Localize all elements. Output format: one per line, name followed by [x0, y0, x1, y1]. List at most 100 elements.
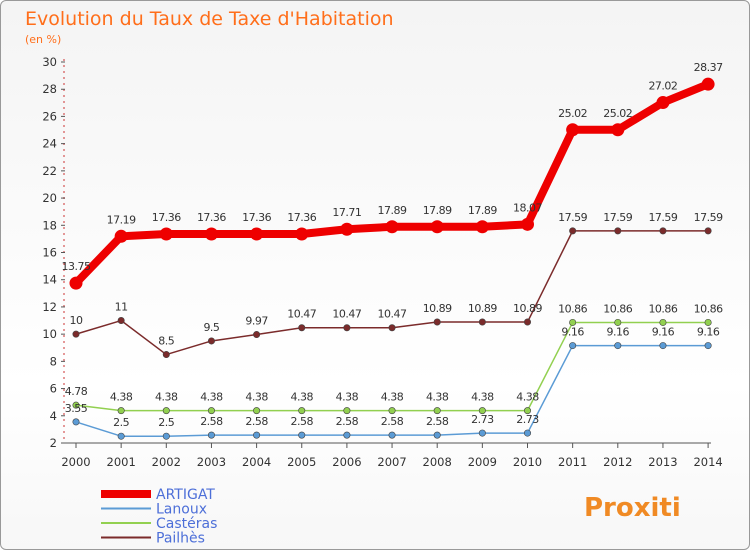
data-label: 4.38: [245, 391, 268, 404]
data-label: 17.19: [107, 213, 136, 226]
x-tick-label: 2007: [377, 455, 406, 469]
data-label: 4.78: [65, 385, 88, 398]
data-point: [117, 432, 125, 440]
data-point: [566, 123, 580, 137]
data-point: [659, 318, 667, 326]
data-point: [523, 407, 531, 415]
data-label: 9.97: [245, 315, 268, 328]
y-tick-label: 24: [42, 137, 57, 151]
data-label: 4.38: [381, 391, 404, 404]
data-label: 2.73: [471, 413, 494, 426]
y-tick-label: 10: [42, 327, 57, 341]
x-tick-label: 2000: [61, 455, 90, 469]
data-point: [162, 351, 170, 359]
data-point: [253, 431, 261, 439]
data-label: 17.59: [558, 211, 587, 224]
x-tick-label: 2008: [423, 455, 452, 469]
data-label: 2.73: [516, 413, 539, 426]
data-point: [162, 432, 170, 440]
data-label: 2.5: [158, 416, 174, 429]
data-label: 13.75: [62, 260, 91, 273]
data-point: [117, 317, 125, 325]
y-tick-label: 8: [50, 354, 57, 368]
data-label: 2.58: [381, 415, 404, 428]
data-point: [72, 330, 80, 338]
data-point: [569, 342, 577, 350]
data-point: [388, 324, 396, 332]
data-point: [159, 227, 173, 241]
data-label: 10.47: [378, 308, 407, 321]
data-point: [69, 276, 83, 290]
data-label: 10.89: [423, 302, 452, 315]
y-tick-label: 4: [50, 409, 57, 423]
data-label: 25.02: [603, 107, 632, 120]
chart-title: Evolution du Taux de Taxe d'Habitation: [25, 8, 394, 30]
data-point: [343, 431, 351, 439]
data-point: [388, 431, 396, 439]
data-point: [162, 407, 170, 415]
x-ticks: 2000 2001 2002 2003 2004 2005 2006 2007 2008 2009…: [61, 443, 723, 469]
data-label: 17.59: [648, 211, 677, 224]
data-point: [523, 429, 531, 437]
legend-label: Lanoux: [156, 502, 207, 518]
legend-label: Pailhès: [156, 531, 205, 547]
data-label: 3.55: [65, 402, 88, 415]
data-label: 4.38: [155, 391, 178, 404]
data-point: [433, 431, 441, 439]
x-tick-label: 2005: [287, 455, 316, 469]
data-point: [204, 227, 218, 241]
y-tick-label: 6: [50, 382, 57, 396]
data-point: [388, 407, 396, 415]
y-tick-label: 2: [50, 436, 57, 450]
data-label: 2.58: [245, 415, 268, 428]
chart-subtitle: (en %): [25, 33, 61, 46]
data-label: 10.89: [513, 302, 542, 315]
x-tick-label: 2012: [603, 455, 632, 469]
data-point: [475, 220, 489, 234]
data-label: 17.71: [332, 206, 361, 219]
data-point: [659, 227, 667, 235]
x-tick-label: 2011: [558, 455, 587, 469]
data-label: 4.38: [110, 391, 133, 404]
data-label: 9.16: [652, 326, 675, 339]
series-layer: [69, 77, 715, 440]
data-label: 17.59: [694, 211, 723, 224]
data-point: [433, 318, 441, 326]
x-tick-label: 2009: [468, 455, 497, 469]
data-label: 17.36: [242, 211, 271, 224]
data-label: 17.59: [603, 211, 632, 224]
data-label: 4.38: [426, 391, 449, 404]
data-label: 10.47: [287, 308, 316, 321]
data-point: [523, 318, 531, 326]
data-point: [611, 123, 625, 137]
y-tick-label: 14: [42, 273, 57, 287]
data-label: 17.89: [378, 204, 407, 217]
data-point: [207, 431, 215, 439]
data-label: 4.38: [291, 391, 314, 404]
y-tick-label: 16: [42, 246, 57, 260]
data-point: [385, 220, 399, 234]
y-tick-label: 28: [42, 82, 57, 96]
data-label: 28.37: [694, 61, 723, 74]
data-point: [250, 227, 264, 241]
data-label: 10.47: [332, 308, 361, 321]
data-label: 25.02: [558, 107, 587, 120]
data-label: 18.07: [513, 201, 542, 214]
data-point: [478, 429, 486, 437]
data-point: [253, 331, 261, 339]
data-point: [298, 324, 306, 332]
data-point: [614, 342, 622, 350]
x-tick-label: 2004: [242, 455, 271, 469]
data-point: [298, 431, 306, 439]
data-point: [569, 318, 577, 326]
data-label: 10.86: [648, 302, 677, 315]
x-tick-label: 2013: [648, 455, 677, 469]
data-point: [253, 407, 261, 415]
y-tick-label: 30: [42, 55, 57, 69]
data-point: [478, 318, 486, 326]
data-point: [614, 227, 622, 235]
data-point: [521, 217, 534, 231]
data-labels-layer: 13.75 17.19 17.36 17.36 17.36 17.36 17.71 17.89…: [62, 61, 724, 429]
